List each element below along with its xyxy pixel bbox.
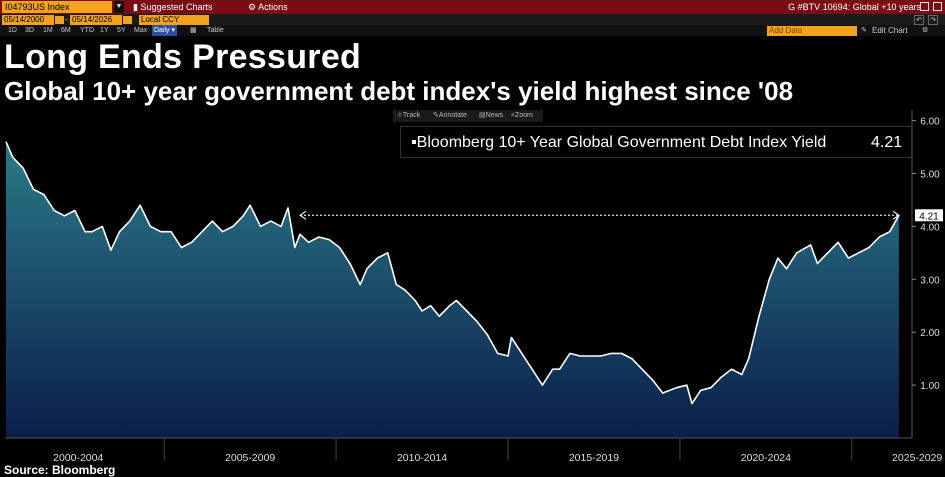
edit-chart-icon[interactable]: ✎: [861, 27, 867, 34]
chart-icon: ▮: [133, 2, 141, 12]
actions-label: Actions: [258, 2, 288, 12]
range-toolbar: 1D 3D 1M 6M YTD 1Y 5Y Max Daily ▾ ▦ Tabl…: [0, 25, 945, 36]
zoom-label: Zoom: [514, 112, 533, 119]
y-tick-label: 6.00: [920, 117, 940, 128]
reference-arrow-left: [298, 210, 307, 220]
x-tick-label: 2020-2024: [741, 452, 791, 464]
news-tool[interactable]: ▤ News: [479, 110, 503, 122]
suggested-charts-menu[interactable]: ▮ Suggested Charts: [133, 1, 213, 13]
legend-series-name: Bloomberg 10+ Year Global Government Deb…: [416, 134, 827, 151]
range-5y[interactable]: 5Y: [117, 27, 126, 34]
start-date-input[interactable]: 05/14/2000: [2, 15, 54, 25]
window-maximize-icon[interactable]: [920, 2, 929, 11]
track-tool[interactable]: ⊹ Track: [397, 110, 420, 122]
chart-legend[interactable]: ▪Bloomberg 10+ Year Global Government De…: [400, 126, 912, 158]
source-note: Source: Bloomberg: [4, 463, 116, 477]
annotate-label: Annotate: [438, 112, 467, 119]
page-title: Long Ends Pressured: [4, 38, 362, 76]
x-tick-label: 2000-2004: [53, 452, 103, 464]
chart-settings-icon[interactable]: ⚙: [922, 27, 929, 34]
calendar-icon[interactable]: [123, 16, 132, 24]
actions-menu[interactable]: ⚙ Actions: [248, 1, 288, 13]
reference-arrow-right: [892, 210, 901, 220]
window-restore-icon[interactable]: [933, 2, 942, 11]
frequency-label: Daily: [154, 27, 170, 34]
x-tick-label: 2015-2019: [569, 452, 619, 464]
table-icon[interactable]: ▦: [190, 27, 197, 34]
series-line: [5, 141, 900, 405]
actions-icon: ⚙: [248, 2, 259, 12]
x-tick-label: 2010-2014: [397, 452, 447, 464]
story-label[interactable]: G #BTV 10694: Global +10 years: [788, 2, 921, 12]
y-tick-label: 5.00: [920, 169, 940, 180]
function-toolbar: I04793US Index ▼ ▮ Suggested Charts ⚙ Ac…: [0, 0, 945, 14]
redo-icon[interactable]: ↷: [928, 15, 938, 25]
last-value-box: [915, 209, 943, 222]
y-tick-label: 4.00: [920, 222, 940, 233]
x-tick-label: 2025-2029: [892, 452, 942, 464]
last-value-label: 4.21: [919, 211, 939, 222]
ticker-dropdown-icon[interactable]: ▼: [114, 1, 124, 13]
calendar-icon[interactable]: [55, 16, 64, 24]
y-tick-label: 2.00: [920, 328, 940, 339]
date-separator: -: [65, 15, 68, 24]
frequency-select[interactable]: Daily ▾: [152, 25, 178, 36]
edit-chart-button[interactable]: Edit Chart: [872, 26, 908, 35]
range-max[interactable]: Max: [134, 27, 148, 34]
chart-tools: ⊹ Track ✎ Annotate ▤ News ⌕ Zoom: [393, 110, 543, 122]
news-label: News: [485, 112, 504, 119]
suggested-charts-label: Suggested Charts: [140, 2, 213, 12]
range-1m[interactable]: 1M: [43, 27, 53, 34]
track-label: Track: [402, 112, 421, 119]
range-1d[interactable]: 1D: [8, 27, 17, 34]
range-6m[interactable]: 6M: [61, 27, 71, 34]
x-tick-label: 2005-2009: [225, 452, 275, 464]
zoom-tool[interactable]: ⌕ Zoom: [511, 110, 533, 122]
legend-last-value: 4.21: [871, 134, 903, 151]
range-3d[interactable]: 3D: [25, 27, 34, 34]
ticker-input[interactable]: I04793US Index: [2, 1, 112, 13]
date-toolbar: 05/14/2000 - 05/14/2026 Local CCY ↶ ↷: [0, 14, 945, 25]
table-button[interactable]: Table: [207, 27, 224, 34]
end-date-input[interactable]: 05/14/2026: [70, 15, 122, 25]
annotate-tool[interactable]: ✎ Annotate: [433, 110, 467, 122]
legend-series-label: ▪Bloomberg 10+ Year Global Government De…: [411, 134, 827, 151]
series-area: [6, 141, 899, 438]
y-tick-label: 3.00: [920, 275, 940, 286]
add-data-input[interactable]: Add Data: [767, 26, 857, 36]
page-subtitle: Global 10+ year government debt index's …: [4, 76, 794, 106]
range-ytd[interactable]: YTD: [80, 27, 94, 34]
undo-icon[interactable]: ↶: [914, 15, 924, 25]
currency-select[interactable]: Local CCY: [139, 15, 209, 25]
range-1y[interactable]: 1Y: [100, 27, 109, 34]
y-tick-label: 1.00: [920, 381, 940, 392]
